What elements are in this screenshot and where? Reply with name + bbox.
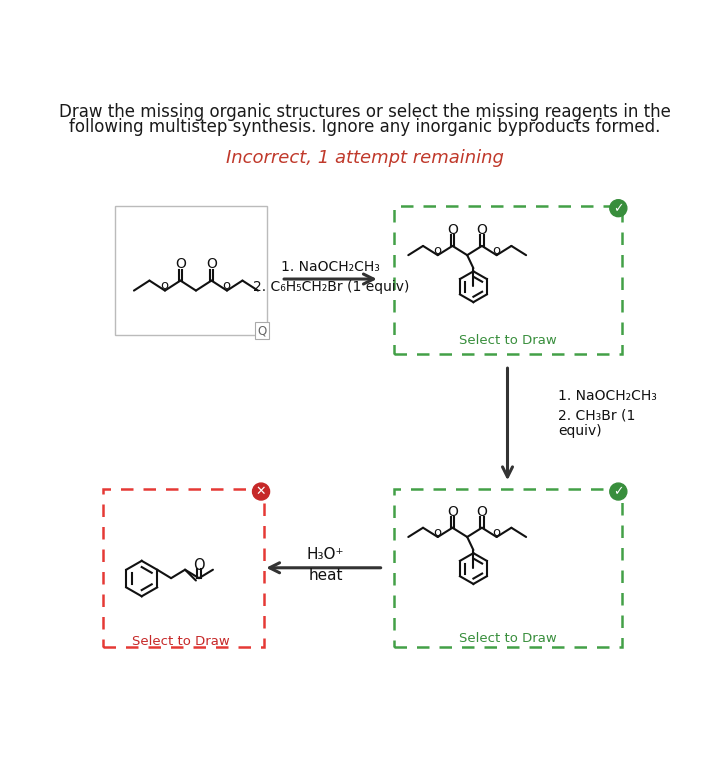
Text: Select to Draw: Select to Draw xyxy=(459,334,556,347)
Text: following multistep synthesis. Ignore any inorganic byproducts formed.: following multistep synthesis. Ignore an… xyxy=(69,118,661,136)
Text: O: O xyxy=(476,505,487,519)
Text: Select to Draw: Select to Draw xyxy=(132,635,229,648)
Text: o: o xyxy=(434,244,442,257)
Text: Draw the missing organic structures or select the missing reagents in the: Draw the missing organic structures or s… xyxy=(59,103,671,122)
Text: Select to Draw: Select to Draw xyxy=(459,632,556,645)
Text: o: o xyxy=(434,526,442,539)
Text: o: o xyxy=(493,526,501,539)
Text: 2. C₆H₅CH₂Br (1 equiv): 2. C₆H₅CH₂Br (1 equiv) xyxy=(253,280,409,293)
Text: o: o xyxy=(222,279,230,292)
Text: O: O xyxy=(193,558,205,574)
Text: ✓: ✓ xyxy=(613,485,624,498)
Text: heat: heat xyxy=(308,568,342,583)
Text: Incorrect, 1 attempt remaining: Incorrect, 1 attempt remaining xyxy=(226,149,504,167)
Text: O: O xyxy=(476,223,487,237)
Text: o: o xyxy=(493,244,501,257)
Bar xyxy=(394,206,622,354)
Bar xyxy=(394,489,622,647)
Text: ✓: ✓ xyxy=(613,201,624,214)
Text: Q: Q xyxy=(257,324,266,337)
Text: H₃O⁺: H₃O⁺ xyxy=(307,547,344,562)
Text: O: O xyxy=(175,257,186,271)
Text: ✕: ✕ xyxy=(256,485,266,498)
Text: O: O xyxy=(447,505,458,519)
Circle shape xyxy=(609,200,627,217)
Text: 1. NaOCH₂CH₃: 1. NaOCH₂CH₃ xyxy=(558,389,656,403)
Bar xyxy=(103,489,264,647)
Text: O: O xyxy=(447,223,458,237)
Text: o: o xyxy=(160,279,168,292)
Text: equiv): equiv) xyxy=(558,424,602,437)
Bar xyxy=(115,206,267,336)
Circle shape xyxy=(609,483,627,500)
Circle shape xyxy=(253,483,270,500)
Text: 1. NaOCH₂CH₃: 1. NaOCH₂CH₃ xyxy=(281,260,380,273)
Text: 2. CH₃Br (1: 2. CH₃Br (1 xyxy=(558,408,635,422)
Text: O: O xyxy=(206,257,217,271)
